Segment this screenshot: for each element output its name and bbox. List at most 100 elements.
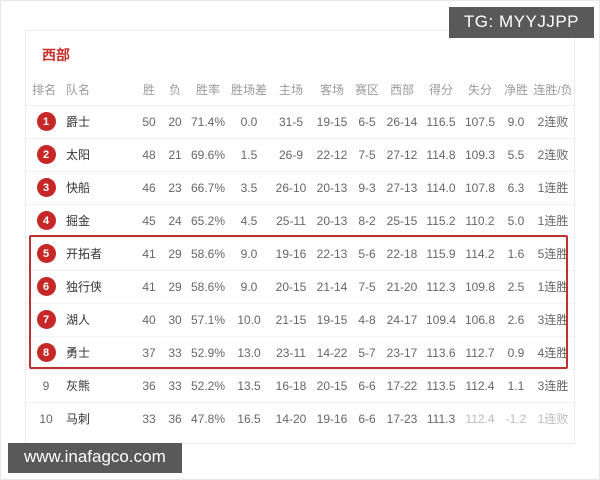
column-header: 净胜 [500, 75, 532, 106]
stat-cell: 47.8% [190, 411, 226, 426]
team-name: 独行侠 [60, 270, 136, 304]
stat-cell: 16.5 [237, 411, 261, 426]
stat-cell: 1.6 [500, 237, 532, 271]
stat-cell: 21-14 [312, 270, 352, 304]
team-name: 爵士 [60, 105, 136, 139]
stat-cell: 1.1 [500, 369, 532, 403]
header-row: 排名 队名胜负胜率 胜场差 主场 客场 赛区 西部 得分 失分 净胜 连胜/负 [26, 75, 574, 106]
stat-cell: 112.3 [422, 270, 460, 304]
column-header: 胜场差 [228, 75, 270, 106]
stat-cell: 23 [162, 171, 188, 205]
stat-cell: 21-15 [270, 303, 312, 337]
rank-cell: 7 [26, 303, 60, 337]
stat-cell: 3连胜 [532, 303, 574, 337]
stat-cell: 1.5 [228, 138, 270, 172]
rank-badge: 5 [36, 244, 56, 263]
stat-cell: 25-15 [382, 204, 422, 238]
column-header: 得分 [422, 75, 460, 106]
stat-cell: 65.2% [188, 204, 228, 238]
stat-cell: 9.0 [228, 237, 270, 271]
stat-cell: 20-15 [312, 369, 352, 403]
stat-cell: 19-15 [312, 105, 352, 139]
stat-cell: 29 [162, 270, 188, 304]
rank-cell: 6 [26, 270, 60, 304]
stat-cell: 26-9 [270, 138, 312, 172]
stat-cell: 36 [168, 411, 182, 426]
stat-cell: 46 [136, 171, 162, 205]
standings-card: 西部 排名 队名胜负胜率 胜场差 主场 客场 赛区 西部 得分 失分 净胜 连胜/负 1 爵士 50 20… [25, 30, 575, 444]
stat-cell: 40 [136, 303, 162, 337]
stat-cell: 22-13 [312, 237, 352, 271]
stat-cell: 2.5 [500, 270, 532, 304]
stat-cell: 69.6% [188, 138, 228, 172]
standings-table: 排名 队名胜负胜率 胜场差 主场 客场 赛区 西部 得分 失分 净胜 连胜/负 1 爵士 50 20 71.… [26, 75, 574, 435]
stat-cell: 4.5 [228, 204, 270, 238]
column-header: 连胜/负 [532, 75, 574, 106]
stat-cell: 6.3 [500, 171, 532, 205]
stat-cell: 20-15 [270, 270, 312, 304]
stat-cell: 23-17 [382, 336, 422, 370]
rank-cell: 4 [26, 204, 60, 238]
stat-cell: 1连败 [537, 412, 569, 427]
stat-cell: 33 [162, 369, 188, 403]
stat-cell: 41 [136, 270, 162, 304]
stat-cell: 5-7 [352, 336, 382, 370]
stat-cell: 5.5 [500, 138, 532, 172]
table-row: 9 灰熊 36 33 52.2% 13.5 16-18 20-15 6-6 17-22 113.5 1… [26, 369, 574, 403]
table-header: 排名 队名胜负胜率 胜场差 主场 客场 赛区 西部 得分 失分 净胜 连胜/负 [26, 75, 574, 106]
stat-cell: 9.0 [500, 105, 532, 139]
stat-cell: 107.8 [460, 171, 500, 205]
stat-cell: 19-16 [270, 237, 312, 271]
stat-cell: 5连胜 [532, 237, 574, 271]
table-row: 8 勇士 37 33 52.9% 13.0 23-11 14-22 5-7 23-17 113.6 1… [26, 336, 574, 370]
stat-cell: 6-6 [358, 411, 376, 426]
table-row: 7 湖人 40 30 57.1% 10.0 21-15 19-15 4-8 24-17 109.4 1… [26, 303, 574, 337]
rank-cell: 1 [26, 105, 60, 139]
column-header: 胜率 [188, 75, 228, 106]
column-header: 负 [162, 75, 188, 106]
column-header: 失分 [460, 75, 500, 106]
stat-cell: 107.5 [460, 105, 500, 139]
stat-cell: 116.5 [422, 105, 460, 139]
stat-cell: 111.3 [426, 411, 456, 426]
stat-cell: 2连败 [532, 105, 574, 139]
stat-cell: 0.9 [500, 336, 532, 370]
stat-cell: 109.3 [460, 138, 500, 172]
rank-cell: 2 [26, 138, 60, 172]
team-name: 掘金 [60, 204, 136, 238]
stat-cell: 9.0 [228, 270, 270, 304]
rank-cell: 9 [26, 369, 60, 403]
stat-cell: 115.9 [422, 237, 460, 271]
table-body: 1 爵士 50 20 71.4% 0.0 31-5 19-15 6-5 26-14 116.5 107… [26, 105, 574, 435]
rank-badge: 1 [36, 112, 56, 131]
stat-cell: 30 [162, 303, 188, 337]
stat-cell: 52.2% [188, 369, 228, 403]
stat-cell: 1连胜 [532, 270, 574, 304]
stat-cell: 33 [142, 411, 156, 426]
stat-cell: 114.0 [422, 171, 460, 205]
stat-cell: 2连败 [532, 138, 574, 172]
stat-cell: 13.0 [228, 336, 270, 370]
table-row: 2 太阳 48 21 69.6% 1.5 26-9 22-12 7-5 27-12 114.8 109… [26, 138, 574, 172]
table-row: 6 独行侠 41 29 58.6% 9.0 20-15 21-14 7-5 21-20 112.3 1… [26, 270, 574, 304]
stat-cell: 2.6 [500, 303, 532, 337]
stat-cell: 7-5 [352, 270, 382, 304]
table-row: 3 快船 46 23 66.7% 3.5 26-10 20-13 9-3 27-13 114.0 10… [26, 171, 574, 205]
stat-cell: 27-12 [382, 138, 422, 172]
column-header: 胜 [136, 75, 162, 106]
stat-cell: 106.8 [460, 303, 500, 337]
rank-number: 10 [39, 411, 53, 426]
stat-cell: 4-8 [352, 303, 382, 337]
rank-badge: 4 [36, 211, 56, 230]
team-name: 马刺 [66, 412, 91, 427]
stat-cell: 29 [162, 237, 188, 271]
stat-cell: 4连胜 [532, 336, 574, 370]
stat-cell: -1.2 [505, 411, 527, 426]
stat-cell: 22-18 [382, 237, 422, 271]
stat-cell: 0.0 [228, 105, 270, 139]
stat-cell: 19-15 [312, 303, 352, 337]
rank-number: 9 [42, 378, 50, 393]
stat-cell: 13.5 [228, 369, 270, 403]
stat-cell: 19-16 [316, 411, 348, 426]
stat-cell: 21 [162, 138, 188, 172]
